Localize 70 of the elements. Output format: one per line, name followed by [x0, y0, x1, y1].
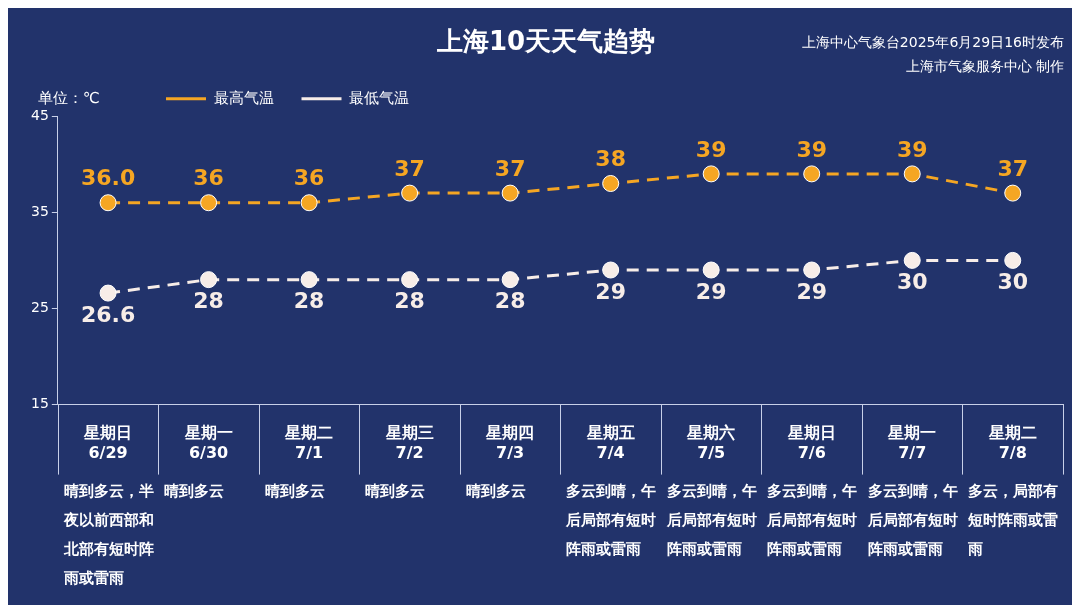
point: [501, 271, 519, 289]
text: 晴到多云: [164, 481, 225, 500]
point: [803, 165, 821, 183]
point: [501, 184, 519, 202]
data-label: 28: [193, 288, 224, 314]
text: 晴到多云: [465, 481, 526, 500]
x-tick-label: 星期三 7/2: [384, 423, 434, 462]
y-tick-label: 15: [30, 395, 49, 412]
point: [401, 271, 419, 289]
x-tick-label: 星期日 6/29: [83, 423, 133, 462]
text: 多云，局部有短时阵雨或雷雨: [967, 481, 1059, 558]
point: [1004, 184, 1022, 202]
data-label: 29: [695, 278, 727, 304]
point: [200, 271, 218, 289]
point: [300, 271, 318, 289]
x-tick-label: 星期日 7/6: [786, 423, 836, 462]
y-tick-label: 45: [30, 106, 49, 123]
data-label: 29: [796, 278, 828, 304]
point: [99, 194, 117, 212]
text: 晴到多云: [365, 481, 426, 500]
text: 上海市气象服务中心 制作: [905, 57, 1064, 74]
data-label: 37: [494, 155, 526, 181]
point: [702, 261, 720, 279]
y-axis-title: 单位：℃: [38, 88, 100, 107]
point: [200, 194, 218, 212]
x-tick-label: 星期二 7/8: [987, 423, 1037, 462]
text: 上海中心气象台2025年6月29日16时发布: [801, 33, 1064, 50]
point: [300, 194, 318, 212]
chart-title: 上海10天天气趋势: [435, 26, 656, 57]
data-label: 28: [494, 288, 526, 314]
point: [903, 165, 921, 183]
y-tick-label: 35: [30, 202, 49, 219]
legend-label: 最高气温: [213, 88, 274, 107]
x-tick-label: 星期一 7/7: [887, 423, 937, 462]
data-label: 37: [394, 155, 425, 181]
data-label: 36: [293, 165, 325, 191]
legend-label: 最低气温: [349, 88, 409, 107]
data-label: 30: [997, 269, 1029, 295]
data-label: 39: [796, 136, 828, 162]
point: [401, 184, 419, 202]
data-label: 39: [896, 136, 928, 162]
data-label: 28: [394, 288, 425, 314]
data-label: 36.0: [80, 165, 136, 191]
point: [602, 261, 620, 279]
data-label: 37: [997, 155, 1029, 181]
text: 晴到多云: [264, 481, 325, 500]
x-tick-label: 星期一 6/30: [183, 423, 233, 462]
text: 多云到晴，午后局部有短时阵雨或雷雨: [665, 481, 757, 558]
point: [1004, 251, 1022, 269]
data-label: 30: [896, 269, 928, 295]
text: 多云到晴，午后局部有短时阵雨或雷雨: [866, 481, 958, 558]
y-tick-label: 25: [30, 299, 49, 316]
x-tick-label: 星期六 7/5: [686, 423, 736, 462]
data-label: 38: [595, 146, 626, 172]
data-label: 28: [293, 288, 325, 314]
text: 多云到晴，午后局部有短时阵雨或雷雨: [565, 481, 657, 558]
point: [602, 174, 620, 192]
data-label: 39: [695, 136, 727, 162]
data-label: 26.6: [80, 301, 136, 327]
x-tick-label: 星期四 7/3: [485, 423, 535, 462]
point: [803, 261, 821, 279]
data-label: 29: [595, 278, 626, 304]
text: 多云到晴，午后局部有短时阵雨或雷雨: [766, 481, 858, 558]
x-tick-label: 星期五 7/4: [585, 423, 635, 462]
data-label: 36: [193, 165, 224, 191]
point: [903, 251, 921, 269]
x-tick-label: 星期二 7/1: [284, 423, 334, 462]
point: [702, 165, 720, 183]
text: 晴到多云，半夜以前西部和北部有短时阵雨或雷雨: [62, 481, 154, 587]
point: [99, 284, 117, 302]
